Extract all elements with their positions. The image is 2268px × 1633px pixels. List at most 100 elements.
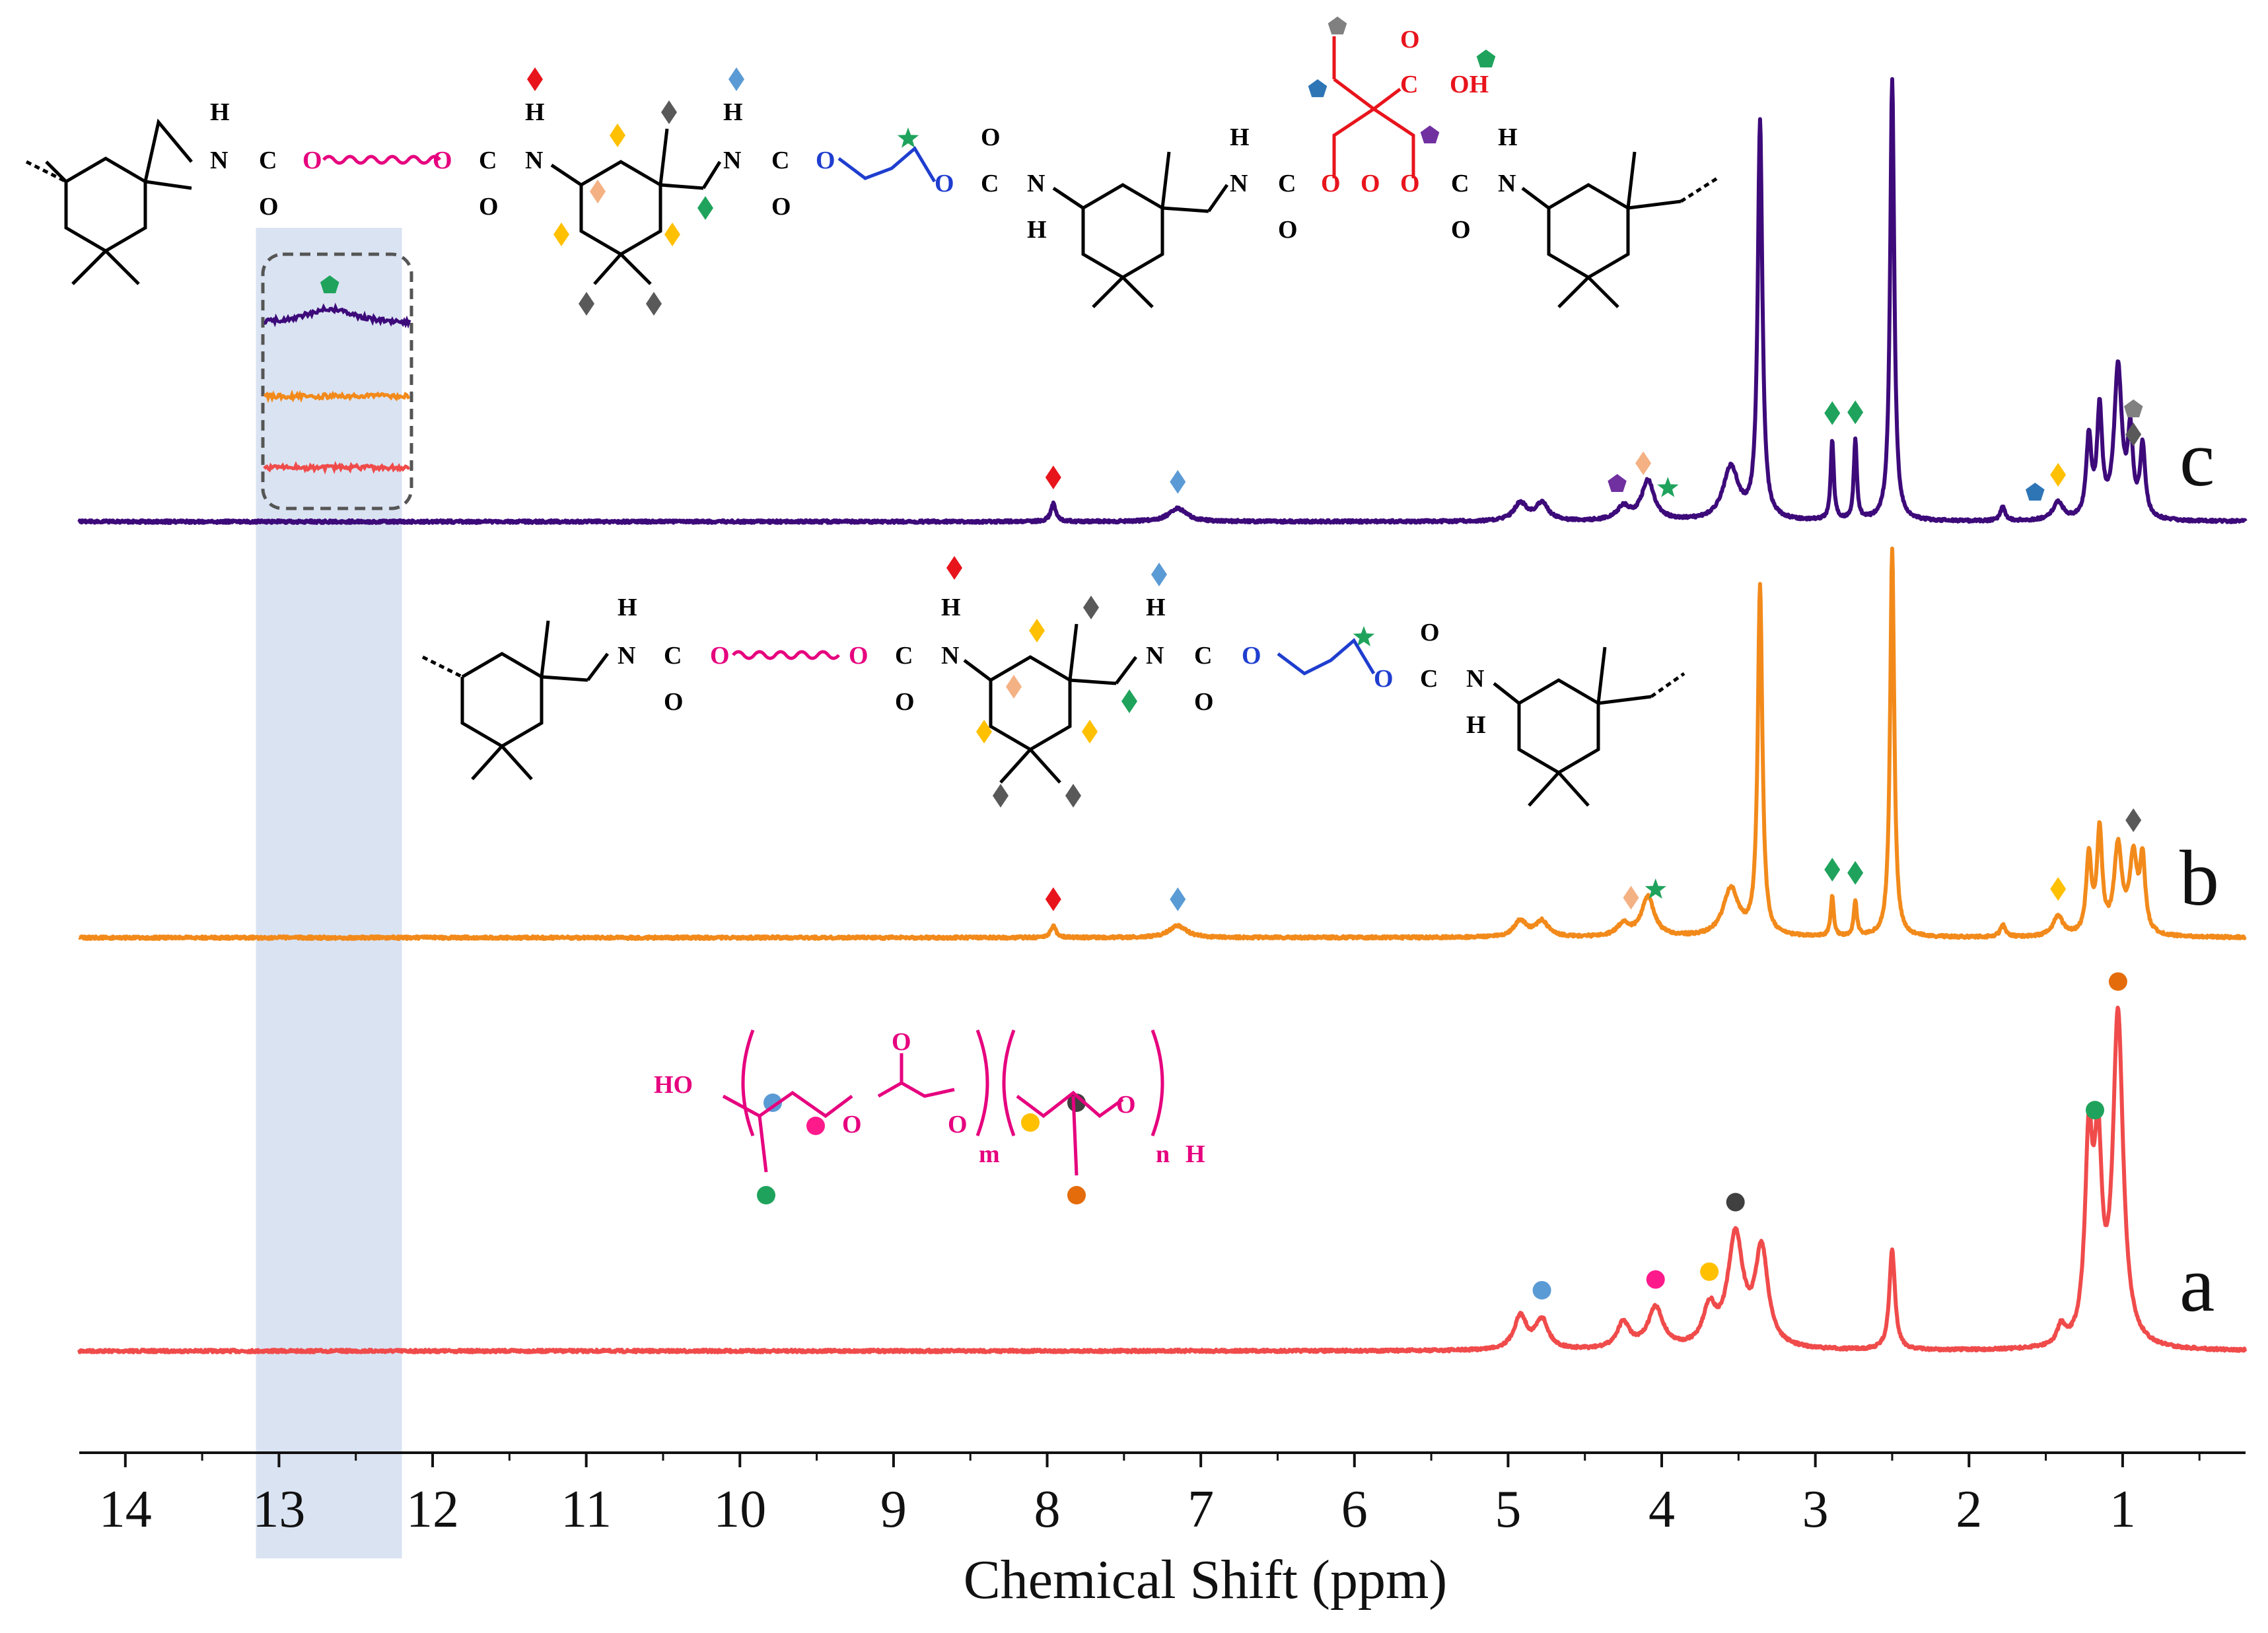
inset-marker [320, 275, 339, 294]
chain-a1 [722, 1090, 853, 1119]
chain-a3 [1016, 1090, 1124, 1119]
x-tick-label: 5 [1495, 1480, 1521, 1539]
structure-annotation-marker [993, 784, 1009, 808]
peak-marker-c [2123, 399, 2143, 417]
peak-marker-c [1824, 401, 1841, 425]
atom-b-8: H [941, 594, 961, 621]
structure-annotation-marker [1082, 720, 1098, 744]
structure-annotation-marker [1065, 784, 1081, 808]
structure-annotation-marker [697, 196, 713, 220]
group-a-3: O [948, 1111, 968, 1138]
ring-b1-me [540, 620, 550, 678]
ring-b1-dash [421, 655, 464, 679]
inset-trace [263, 461, 410, 475]
atom-c-0: H [210, 98, 230, 126]
group-a-1: O [842, 1111, 862, 1138]
dmpa-ethyl [1333, 78, 1375, 110]
atom-b-6: C [895, 642, 913, 670]
ring-c4-dm2 [1587, 276, 1619, 308]
atom-c-3: O [259, 193, 279, 221]
peak-marker-a [1646, 1270, 1665, 1289]
ring-c3-ch2b [1207, 184, 1229, 213]
inset-trace [264, 302, 411, 329]
structure-annotation-marker [806, 1117, 825, 1135]
ring-b2-dm2 [1029, 748, 1061, 784]
series-line-c [77, 77, 2248, 525]
atom-c-33: O [1451, 216, 1471, 244]
ring-b3-dash [1650, 672, 1685, 699]
atom-c-30: OH [1450, 71, 1489, 98]
ring-c4 [1547, 183, 1630, 279]
atom-c-25: O [1400, 170, 1420, 197]
x-tick-label: 12 [406, 1480, 459, 1539]
structure-annotation-marker [664, 223, 680, 246]
ring-c4-me [1626, 151, 1637, 209]
paren-a3 [1002, 1029, 1016, 1136]
peak-marker-c [1608, 473, 1627, 492]
structure-annotation-marker [1083, 596, 1099, 619]
atoms-b: H N C O O O C O H N H N C O O O C O N H [618, 594, 1486, 739]
ring-b1-dm2 [501, 745, 533, 781]
atom-c-23: O [1278, 216, 1298, 244]
atom-c-8: H [525, 98, 545, 126]
soft-segment-b [732, 650, 840, 660]
peak-marker-b [1623, 886, 1639, 910]
atom-c-22: C [1278, 170, 1296, 197]
ring-c2-dm1 [593, 253, 622, 285]
ring-c2 [579, 160, 662, 256]
x-tick-label: 8 [1034, 1480, 1061, 1539]
ring-c3-n [1052, 186, 1084, 210]
atom-b-10: H [1146, 594, 1166, 621]
series-line-a [77, 1006, 2248, 1354]
x-tick-label: 7 [1187, 1480, 1214, 1539]
ring-b1-ch2 [541, 675, 588, 682]
atom-b-5: O [849, 642, 868, 670]
atom-b-14: O [1242, 642, 1261, 670]
x-tick-label: 11 [561, 1480, 612, 1539]
atom-c-13: O [771, 193, 791, 221]
ring-c3 [1081, 183, 1164, 279]
ring-c4-ch2 [1627, 199, 1682, 210]
structure-annotation-marker [590, 180, 606, 203]
atom-c-11: N [723, 147, 741, 174]
peak-marker-c [2125, 422, 2142, 446]
atom-b-3: O [664, 688, 684, 716]
ring-b3-dm1 [1528, 771, 1560, 807]
eg-chain-c [837, 146, 937, 183]
atom-c-35: N [1498, 170, 1516, 197]
ring-c2-me [658, 128, 669, 186]
ring-c1-dm2 [104, 250, 140, 285]
atom-b-11: N [1146, 642, 1164, 670]
structure-annotation-marker [976, 720, 992, 744]
peak-marker-b [1847, 860, 1864, 885]
paren-a2 [975, 1029, 989, 1136]
ring-c3-dm2 [1121, 276, 1154, 308]
peak-marker-a [1700, 1262, 1719, 1281]
dmpa-cooh [1372, 88, 1401, 110]
atom-c-31: O [1361, 170, 1380, 197]
peak-marker-c [1170, 469, 1186, 494]
atoms-a: HO O O O O m n H [654, 1028, 1205, 1168]
ring-b3-dm2 [1557, 771, 1590, 807]
eg-chain-b [1277, 638, 1376, 676]
atom-c-16: C [981, 170, 999, 197]
atom-b-12: C [1194, 642, 1212, 670]
x-axis-title: Chemical Shift (ppm) [964, 1549, 1448, 1611]
atom-b-19: H [1466, 711, 1486, 739]
structure-c: H N C O O O C O H N H N C O O O C O N H … [25, 26, 1719, 308]
group-a-2: O [892, 1028, 911, 1056]
structure-annotation-marker [646, 292, 662, 316]
ring-c2-dm2 [620, 253, 652, 285]
series-line-b [77, 546, 2248, 941]
atom-c-9: N [525, 147, 543, 174]
group-a-4: O [1116, 1091, 1136, 1119]
atom-c-14: O [816, 147, 835, 174]
structure-annotation-marker [1328, 17, 1347, 35]
peak-marker-c [1657, 477, 1679, 497]
inset-trace [263, 389, 411, 403]
structure-annotation-marker [527, 67, 543, 91]
ring-b2-n [963, 659, 992, 681]
ring-c3-ch2 [1162, 206, 1209, 213]
structure-annotation-marker [553, 223, 569, 246]
